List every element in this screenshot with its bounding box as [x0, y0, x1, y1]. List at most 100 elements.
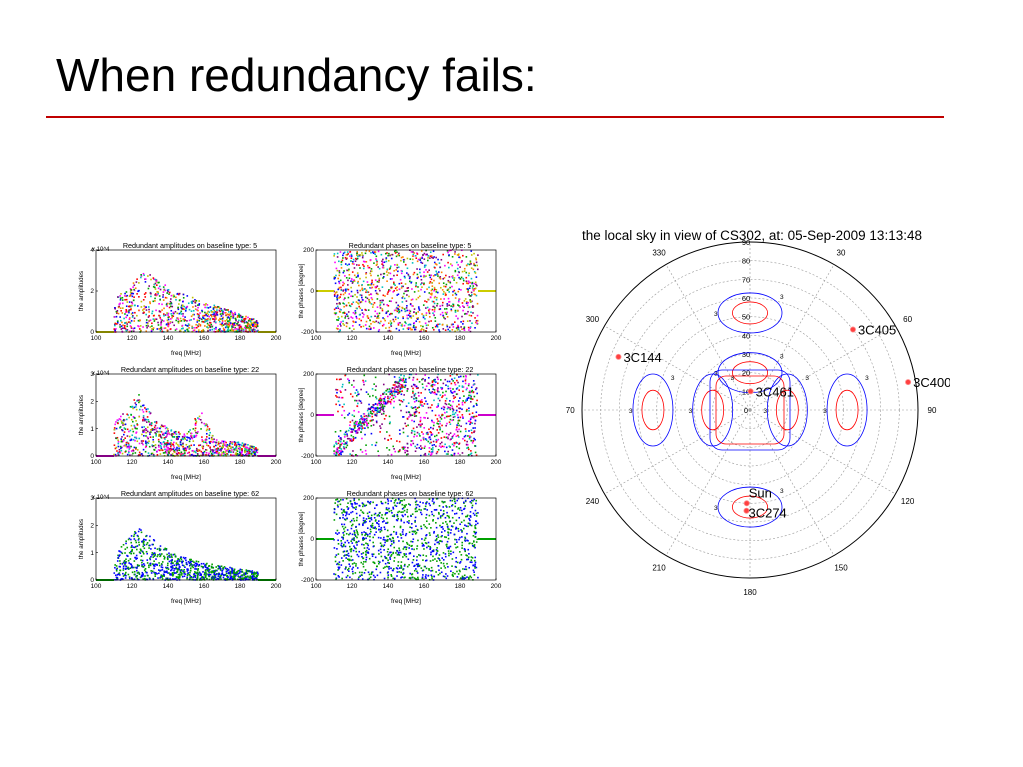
data-point: [362, 381, 365, 383]
data-point: [351, 440, 353, 442]
data-point: [129, 288, 132, 290]
data-point: [348, 381, 351, 384]
data-point: [470, 250, 473, 252]
data-point: [378, 267, 381, 270]
data-point: [345, 442, 348, 445]
data-point: [449, 330, 451, 332]
data-point: [428, 447, 431, 449]
data-point: [437, 275, 439, 277]
data-point: [148, 566, 150, 569]
data-point: [238, 447, 241, 450]
data-point: [347, 414, 349, 416]
data-point: [155, 294, 158, 297]
data-point: [355, 315, 358, 318]
chart-svg: Redundant amplitudes on baseline type: 2…: [78, 365, 282, 481]
data-point: [429, 426, 432, 429]
data-point: [244, 576, 246, 579]
data-point: [175, 319, 177, 322]
data-point: [451, 454, 453, 457]
data-point: [361, 296, 363, 299]
data-point: [133, 538, 136, 540]
data-point: [243, 574, 246, 576]
data-point: [410, 251, 413, 253]
data-point: [243, 326, 246, 329]
data-point: [424, 378, 426, 381]
data-point: [145, 408, 148, 411]
data-point: [254, 323, 257, 326]
data-point: [461, 386, 464, 388]
data-point: [350, 280, 352, 282]
data-point: [443, 285, 445, 288]
data-point: [465, 400, 467, 402]
data-point: [356, 252, 358, 255]
y-tick-label: 200: [303, 371, 314, 378]
data-point: [178, 447, 180, 450]
data-point: [135, 558, 137, 560]
data-point: [193, 318, 195, 320]
data-point: [192, 428, 195, 430]
data-point: [243, 318, 246, 320]
data-point: [179, 575, 181, 578]
data-point: [135, 408, 138, 411]
data-point: [451, 413, 454, 416]
data-point: [475, 402, 478, 405]
data-point: [203, 450, 206, 453]
data-point: [445, 397, 448, 400]
data-point: [450, 308, 453, 311]
data-point: [346, 433, 348, 436]
data-point: [215, 578, 217, 581]
data-point: [382, 408, 384, 411]
data-point: [208, 311, 211, 313]
data-point: [152, 318, 155, 320]
y-tick-label: 200: [303, 247, 314, 254]
data-point: [448, 249, 451, 252]
data-point: [398, 380, 401, 382]
data-point: [363, 415, 366, 418]
data-point: [133, 546, 136, 549]
data-point: [415, 385, 418, 388]
data-point: [426, 431, 429, 434]
data-point: [131, 405, 134, 408]
data-point: [236, 450, 239, 453]
data-point: [390, 286, 392, 289]
data-point: [353, 422, 356, 424]
data-point: [445, 283, 448, 286]
data-point: [335, 451, 338, 454]
data-point: [176, 453, 179, 456]
data-point: [204, 320, 206, 323]
data-point: [248, 327, 251, 330]
data-point: [445, 313, 448, 315]
data-point: [419, 454, 422, 457]
data-point: [137, 325, 139, 327]
data-point: [204, 571, 206, 574]
data-point: [128, 295, 131, 297]
data-point: [403, 275, 406, 278]
data-point: [175, 564, 178, 566]
data-point: [347, 317, 350, 320]
data-point: [187, 323, 190, 325]
data-point: [476, 284, 478, 287]
data-point: [419, 426, 422, 428]
data-point: [131, 295, 134, 298]
data-point: [190, 319, 192, 321]
data-point: [365, 249, 367, 252]
data-point: [253, 322, 255, 325]
data-point: [180, 558, 183, 561]
data-point: [370, 297, 373, 299]
data-point: [418, 447, 421, 449]
data-point: [397, 381, 399, 383]
data-point: [387, 310, 389, 312]
data-point: [123, 326, 126, 329]
data-point: [247, 327, 249, 329]
data-point: [210, 576, 213, 579]
data-point: [133, 446, 136, 449]
data-point: [338, 297, 340, 299]
data-point: [167, 318, 170, 321]
data-point: [453, 381, 456, 384]
data-point: [160, 431, 163, 433]
data-point: [455, 393, 458, 396]
data-point: [150, 329, 153, 332]
data-point: [145, 444, 148, 446]
data-point: [142, 416, 145, 419]
data-point: [170, 442, 173, 444]
